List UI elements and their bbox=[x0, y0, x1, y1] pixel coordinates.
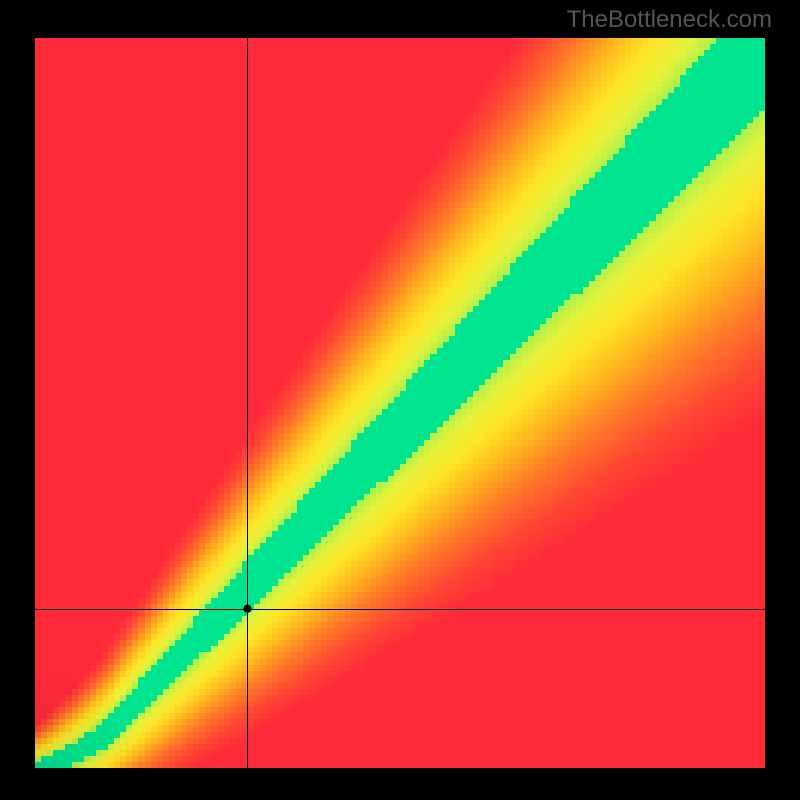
bottleneck-heatmap bbox=[35, 38, 765, 768]
watermark-text: TheBottleneck.com bbox=[567, 6, 772, 34]
